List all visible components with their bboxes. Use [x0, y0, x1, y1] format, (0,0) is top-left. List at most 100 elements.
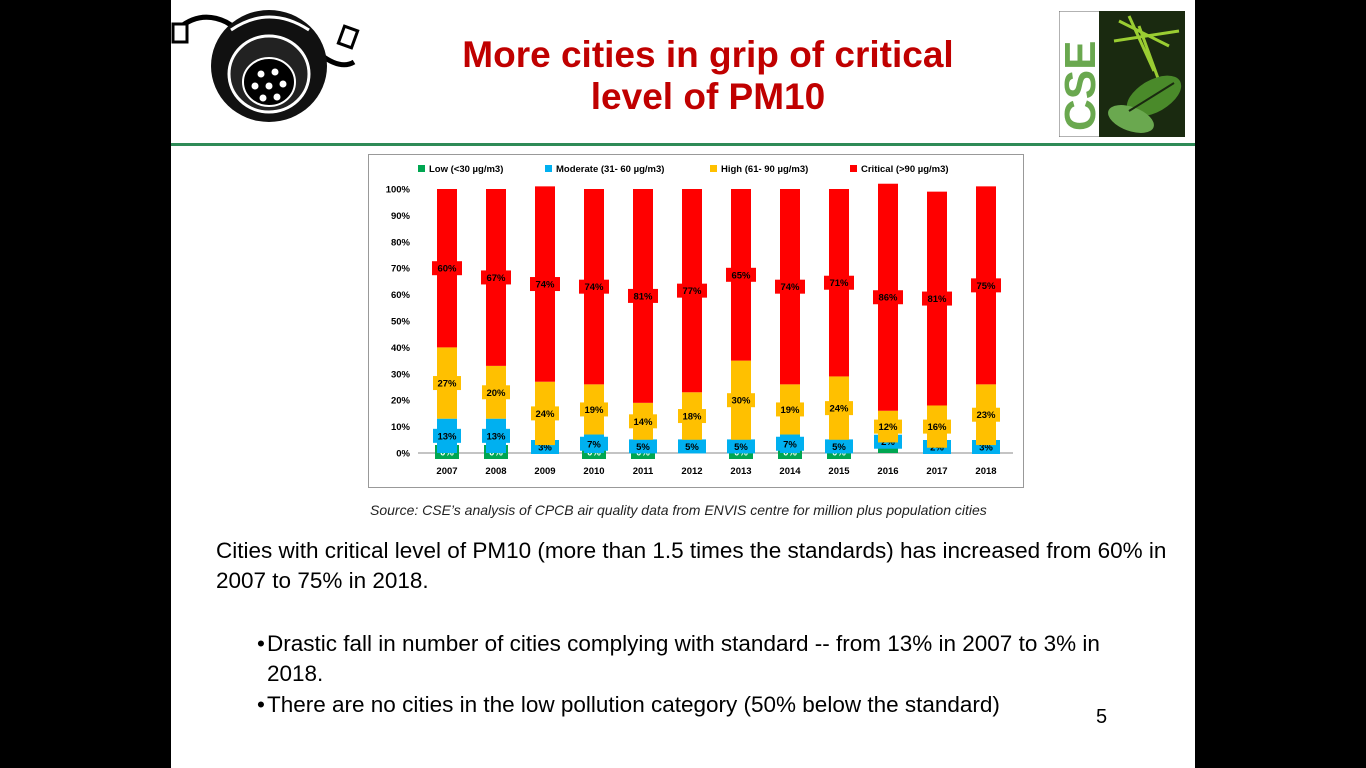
bullet-marker: • — [257, 692, 265, 717]
source-note: Source: CSE’s analysis of CPCB air quali… — [370, 502, 987, 518]
cse-logo-text: CSE — [1059, 41, 1105, 131]
bar-stack: 0%13%27%60% — [432, 189, 462, 459]
data-label: 60% — [437, 264, 457, 275]
data-label: 30% — [731, 396, 751, 407]
data-label-box — [580, 402, 608, 417]
bar-stack: 0%5%30%65% — [726, 189, 756, 459]
legend-label: Moderate (31- 60 µg/m3) — [556, 164, 664, 175]
y-tick-label: 100% — [386, 185, 411, 196]
data-label-box — [874, 419, 902, 434]
data-label-box — [433, 428, 461, 443]
bar-stack: 0%5%24%71% — [824, 189, 854, 459]
data-label-box — [825, 439, 853, 454]
x-tick-label: 2017 — [926, 466, 947, 477]
legend-swatch — [418, 165, 425, 172]
data-label: 19% — [780, 405, 800, 416]
data-label: 20% — [486, 388, 506, 399]
legend-label: High (61- 90 µg/m3) — [721, 164, 808, 175]
data-label: 19% — [584, 405, 604, 416]
bar-segment — [878, 447, 898, 453]
x-tick-label: 2007 — [436, 466, 457, 477]
x-tick-label: 2015 — [828, 466, 850, 477]
data-label-box — [628, 288, 658, 303]
bar-stack: 0%5%14%81% — [628, 189, 658, 459]
bar-stack: 3% 24% 74% — [530, 186, 560, 454]
bar-stack: 2% 12% 86% — [873, 183, 903, 453]
data-label-box — [432, 261, 462, 276]
data-label: 18% — [682, 412, 702, 423]
y-tick-label: 90% — [391, 211, 411, 222]
legend-swatch — [850, 165, 857, 172]
data-label-box — [824, 275, 854, 290]
data-label: 86% — [878, 293, 898, 304]
data-label: 14% — [633, 417, 653, 428]
bullet-item: • Drastic fall in number of cities compl… — [257, 629, 1157, 689]
y-tick-label: 80% — [391, 237, 411, 248]
data-label-box — [776, 436, 804, 451]
bar-stack: 5% 18% 77% — [677, 189, 707, 454]
legend-label: Critical (>90 µg/m3) — [861, 164, 949, 175]
data-label: 24% — [829, 404, 849, 415]
x-tick-label: 2009 — [534, 466, 555, 477]
x-tick-label: 2010 — [583, 466, 604, 477]
data-label: 12% — [878, 422, 898, 433]
slide-title: More cities in grip of critical level of… — [361, 34, 1055, 118]
pollution-mask-logo — [171, 10, 360, 122]
bar-stack: 0%7%19%74% — [775, 189, 805, 459]
data-label: 74% — [535, 280, 555, 291]
y-tick-label: 60% — [391, 290, 411, 301]
data-label-box — [727, 393, 755, 408]
data-label: 74% — [780, 282, 800, 293]
data-label: 7% — [587, 439, 601, 450]
data-label: 3% — [979, 443, 993, 454]
legend-swatch — [710, 165, 717, 172]
data-label-box — [629, 414, 657, 429]
data-label-box — [482, 385, 510, 400]
data-label-box — [579, 279, 609, 294]
data-label: 74% — [584, 282, 604, 293]
x-tick-label: 2011 — [633, 466, 654, 477]
data-label-box — [678, 409, 706, 424]
y-tick-label: 10% — [391, 422, 411, 433]
data-label-box — [776, 402, 804, 417]
legend-label: Low (<30 µg/m3) — [429, 164, 503, 175]
data-label-box — [433, 376, 461, 391]
data-label-box — [972, 407, 1000, 422]
data-label: 13% — [486, 431, 506, 442]
data-label: 5% — [685, 442, 699, 453]
page-number: 5 — [1096, 706, 1108, 728]
y-tick-label: 20% — [391, 396, 411, 407]
title-line-2: level of PM10 — [590, 76, 826, 117]
legend-swatch — [545, 165, 552, 172]
data-label: 24% — [535, 409, 555, 420]
data-label: 81% — [633, 291, 653, 302]
data-label: 16% — [927, 422, 947, 433]
chart-bars: 0%13%27%60%0%13%20%67%3%24%74%0%7%19%74%… — [432, 183, 1001, 459]
x-tick-label: 2016 — [877, 466, 898, 477]
bar-stack: 3% 23% 75% — [971, 186, 1001, 454]
title-line-1: More cities in grip of critical — [462, 34, 954, 75]
data-label-box — [971, 278, 1001, 293]
x-tick-label: 2012 — [681, 466, 702, 477]
data-label-box — [531, 406, 559, 421]
x-tick-label: 2018 — [975, 466, 996, 477]
data-label-box — [678, 439, 706, 454]
data-label: 23% — [976, 410, 996, 421]
stacked-bar-chart: Low (<30 µg/m3) Moderate (31- 60 µg/m3) Hi… — [368, 154, 1024, 488]
y-tick-label: 30% — [391, 369, 411, 380]
x-tick-label: 2008 — [485, 466, 506, 477]
x-tick-label: 2014 — [779, 466, 801, 477]
data-label: 77% — [682, 286, 702, 297]
data-label: 5% — [832, 442, 846, 453]
data-label-box — [873, 290, 903, 305]
y-tick-label: 70% — [391, 264, 411, 275]
bullet-text: There are no cities in the low pollution… — [267, 692, 1000, 717]
bar-stack: 0%13%20%67% — [481, 189, 511, 459]
data-label: 27% — [437, 379, 457, 390]
data-label: 13% — [437, 431, 457, 442]
cse-logo: CSE — [1059, 11, 1185, 137]
title-divider — [171, 143, 1195, 146]
x-axis: 2007 2008 2009 2010 2011 2012 2013 2014 2015 2016… — [436, 466, 996, 477]
y-tick-label: 40% — [391, 343, 411, 354]
data-label: 5% — [734, 442, 748, 453]
